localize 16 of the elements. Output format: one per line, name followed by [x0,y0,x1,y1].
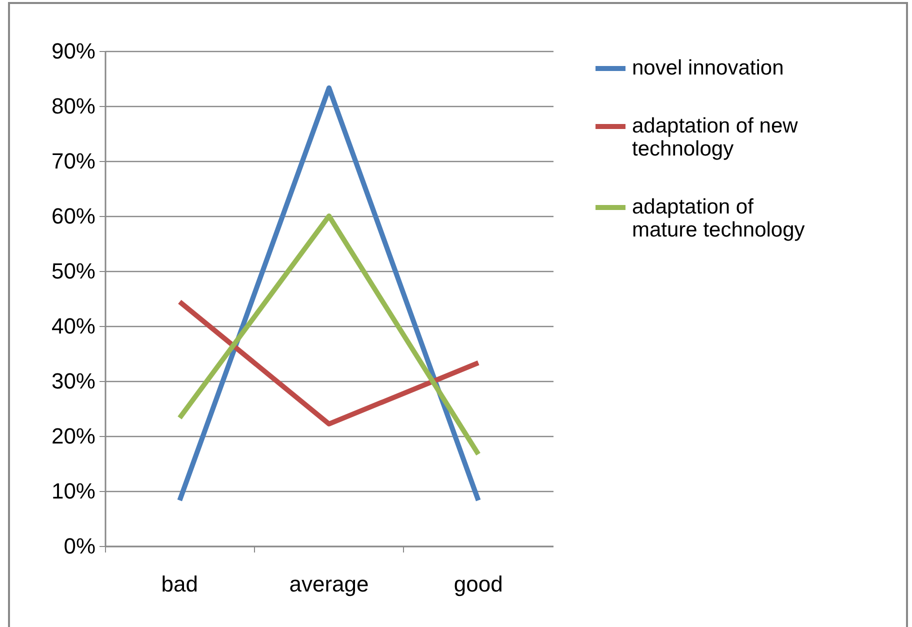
y-tick-label: 70% [51,148,96,174]
x-tick-label: good [454,572,503,596]
legend-label: adaptation of mature technology [632,196,806,242]
y-tick-label: 40% [51,314,96,338]
y-tick-label: 80% [51,94,96,118]
x-tick-label: average [289,572,369,596]
x-tick-label: bad [161,572,198,596]
y-tick-label: 30% [51,368,96,394]
y-tick-label: 0% [64,534,96,558]
y-tick-label: 60% [51,204,96,228]
y-tick-label: 20% [51,424,96,448]
y-tick-label: 90% [51,38,96,64]
legend-label: adaptation of new technology [632,114,799,160]
y-tick-label: 50% [51,258,96,284]
y-tick-label: 10% [51,478,96,504]
legend-label: novel innovation [632,56,784,80]
